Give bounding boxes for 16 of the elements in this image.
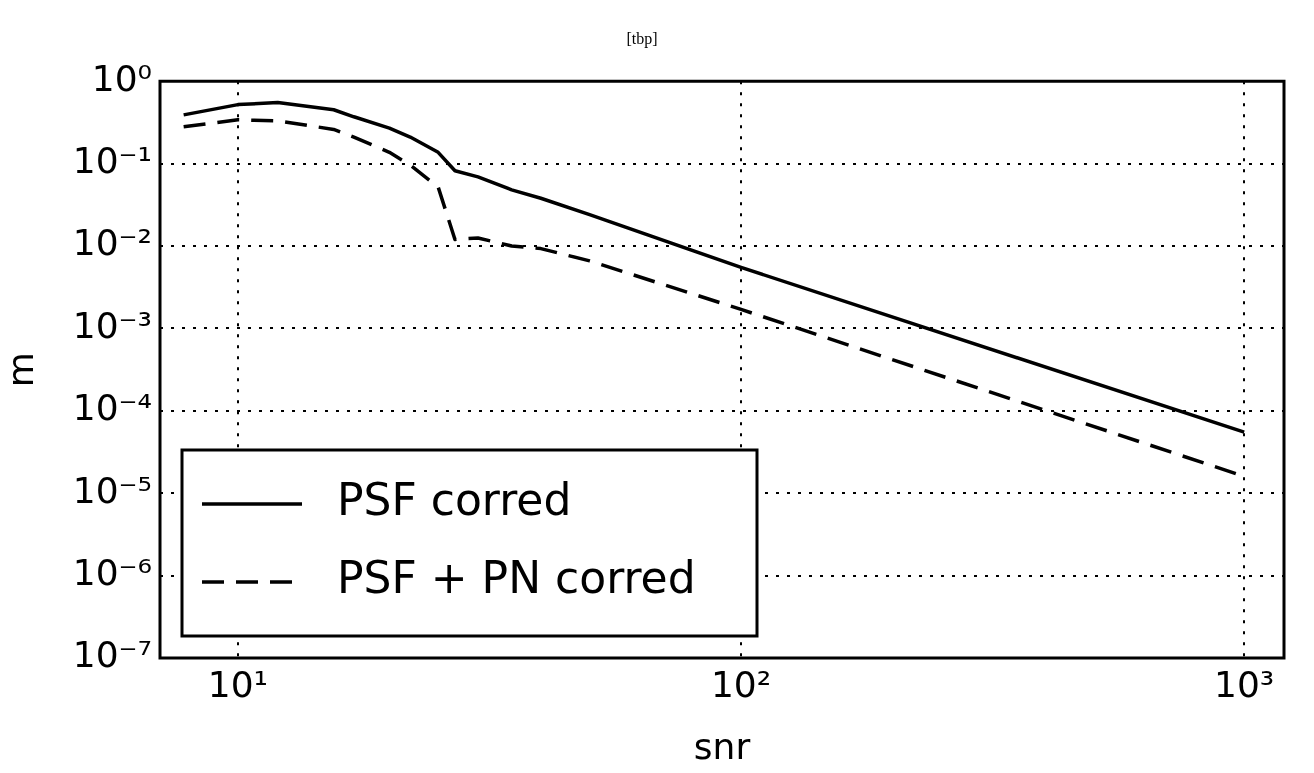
legend-label: PSF + PN corred — [337, 552, 696, 604]
x-tick-label: 10² — [710, 663, 772, 705]
y-tick-label: 10⁰ — [91, 57, 152, 99]
x-tick-label: 10¹ — [207, 663, 269, 705]
x-tick-label: 10³ — [1214, 663, 1275, 705]
y-axis-title: m — [0, 352, 41, 388]
y-tick-label: 10⁻³ — [72, 304, 152, 346]
chart-title: [tbp] — [626, 29, 658, 48]
y-tick-label: 10⁻⁴ — [72, 387, 152, 429]
legend-label: PSF corred — [337, 474, 572, 526]
y-tick-label: 10⁻¹ — [72, 139, 152, 181]
y-tick-label: 10⁻⁵ — [72, 469, 152, 511]
y-tick-label: 10⁻⁶ — [72, 551, 152, 593]
y-tick-label: 10⁻⁷ — [72, 634, 152, 676]
x-axis-title: snr — [693, 725, 751, 767]
y-tick-label: 10⁻² — [72, 222, 152, 264]
